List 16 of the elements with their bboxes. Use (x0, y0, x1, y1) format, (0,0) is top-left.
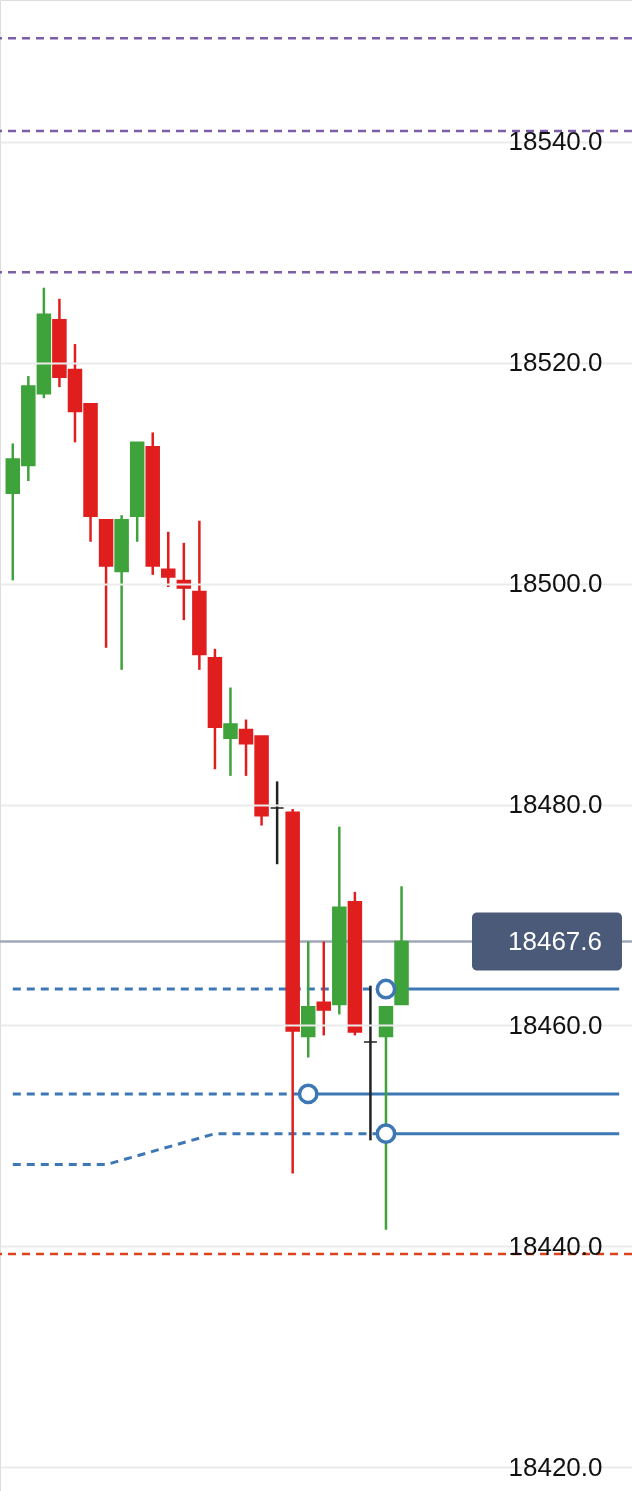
y-tick-label: 18420.0 (508, 1451, 603, 1482)
y-tick-label: 18540.0 (508, 126, 603, 157)
y-tick-label: 18500.0 (508, 568, 603, 599)
y-tick-label: 18460.0 (508, 1009, 603, 1040)
ref-line-label: 18467.6 (508, 925, 602, 956)
y-tick-label: 18520.0 (508, 347, 603, 378)
y-tick-label: 18440.0 (508, 1230, 603, 1261)
candlestick (363, 984, 378, 1142)
point (375, 1123, 397, 1145)
point (297, 1083, 319, 1105)
candlestick (269, 780, 285, 866)
y-tick-label: 18480.0 (508, 789, 603, 820)
candlestick (161, 530, 176, 589)
candlestick (223, 686, 238, 778)
candlestick (316, 940, 332, 1037)
point (375, 978, 397, 1000)
